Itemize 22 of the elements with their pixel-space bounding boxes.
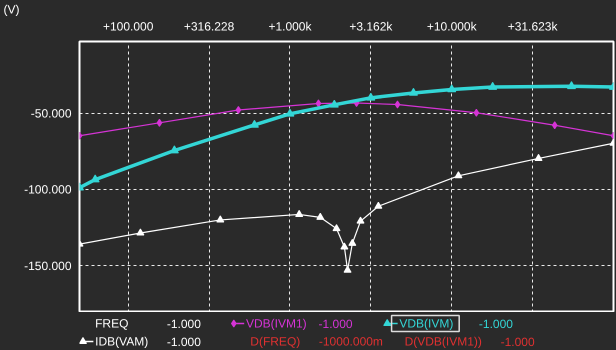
text: -1.000 (478, 317, 514, 331)
x-tick-label: +100.000 (103, 20, 154, 34)
text: -1.000 (500, 335, 535, 349)
x-tick-label: +31.623k (508, 20, 558, 34)
x-tick-label: +1.000k (268, 20, 312, 34)
legend-label: IDB(VAM) (95, 334, 148, 348)
text: -1.000 (318, 317, 353, 331)
legend-label: VDB(IVM) (399, 316, 454, 330)
text: -1000.000m (318, 334, 383, 348)
y-tick-label: -50.000 (30, 106, 72, 121)
text: -1.000 (166, 335, 202, 349)
x-tick-label: +3.162k (349, 20, 394, 34)
y-tick-label: -150.000 (24, 258, 72, 273)
y-axis-title: (V) (4, 2, 20, 16)
text: D(FREQ) (250, 334, 300, 348)
x-tick-label: +10.000k (426, 20, 478, 34)
legend-label: VDB(IVM1) (246, 316, 307, 330)
y-tick-label: -100.000 (24, 182, 72, 197)
x-tick-label: +316.228 (184, 20, 235, 34)
text: FREQ (95, 316, 128, 330)
text: -1.000 (166, 317, 202, 331)
text: D(VDB(IVM1)) (404, 334, 482, 348)
